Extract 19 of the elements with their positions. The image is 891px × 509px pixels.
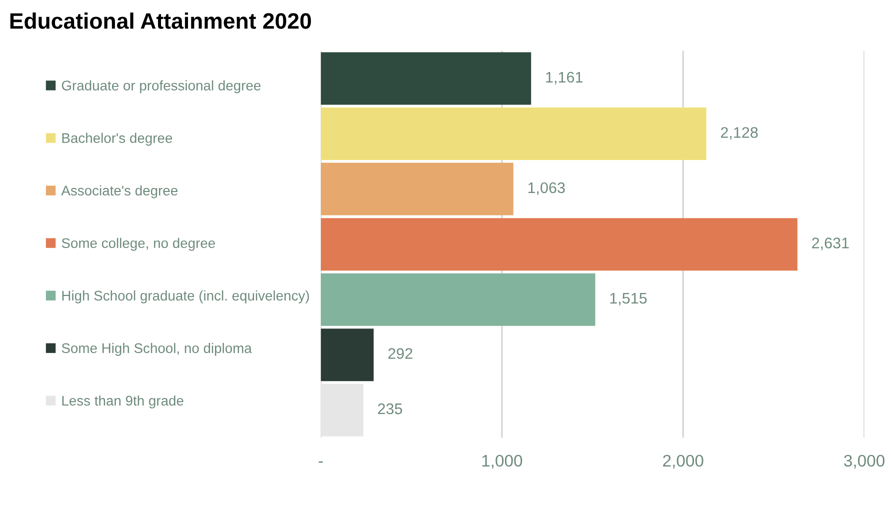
legend-label: Bachelor's degree: [62, 132, 172, 146]
legend-label: High School graduate (incl. equivelency): [62, 290, 309, 304]
legend-label: Less than 9th grade: [62, 395, 184, 408]
legend-label: Graduate or professional degree: [62, 80, 261, 94]
data-label: 292: [388, 348, 412, 359]
x-tick-label: 3,000: [844, 454, 884, 469]
legend-label: Some college, no degree: [62, 238, 215, 251]
legend-label: Associate's degree: [61, 185, 178, 198]
x-tick-label: 1,000: [482, 454, 522, 469]
x-tick-label: 2,000: [663, 454, 704, 469]
data-label: 235: [378, 403, 402, 414]
legend-label: Some High School, no diploma: [62, 342, 252, 356]
data-label: 1,063: [528, 182, 565, 195]
data-label: 2,631: [812, 238, 849, 250]
chart-title: Educational Attainment 2020: [10, 12, 311, 29]
data-label: 1,161: [546, 72, 582, 84]
data-label: 2,128: [720, 127, 758, 140]
data-label: 1,515: [610, 293, 647, 306]
x-tick-label: -: [318, 461, 323, 463]
